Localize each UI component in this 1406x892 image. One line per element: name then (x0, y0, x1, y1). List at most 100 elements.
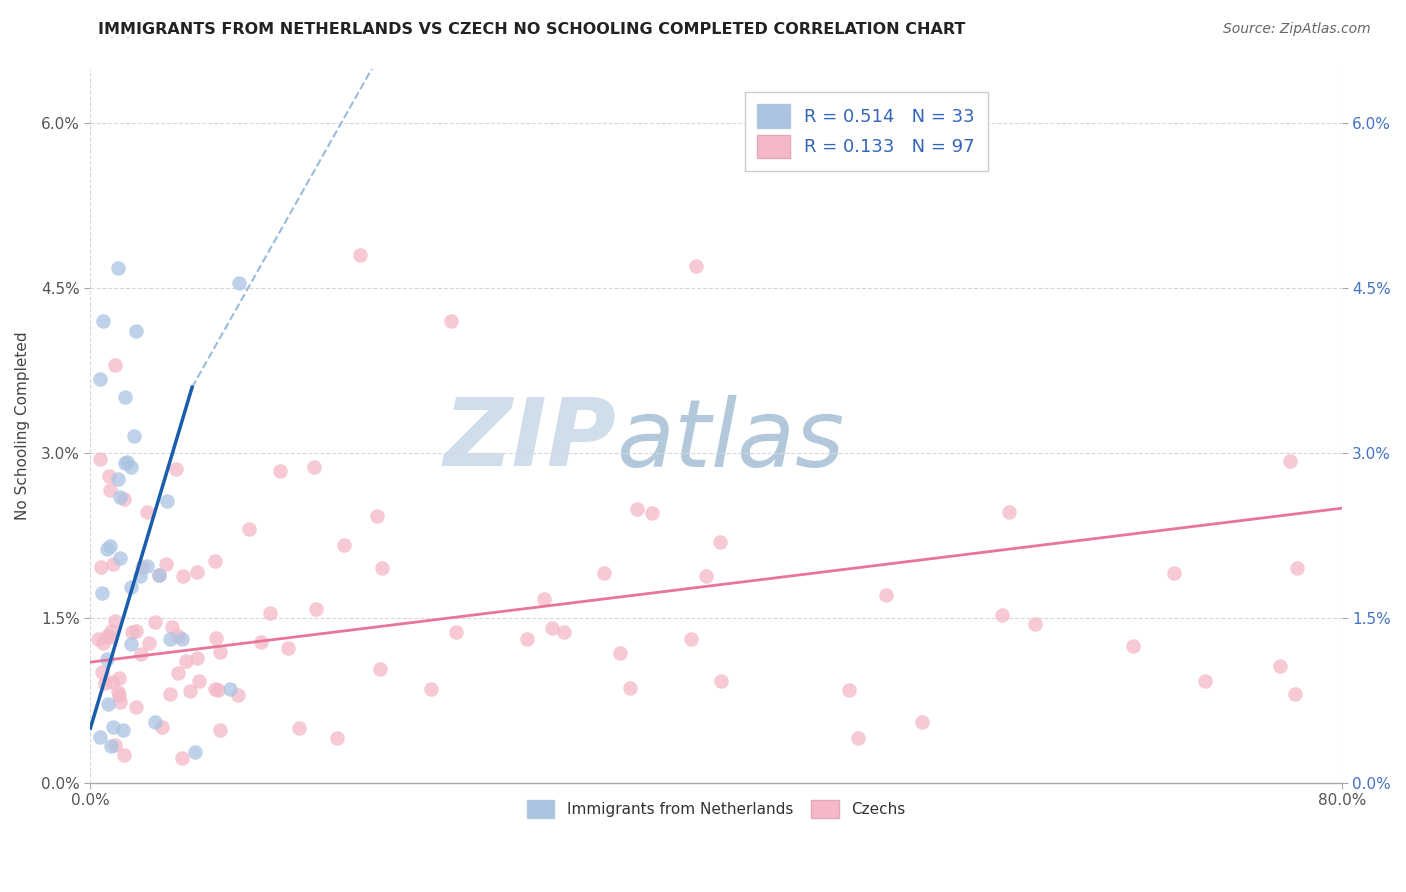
Point (205, 631, 228, 645)
Text: ZIP: ZIP (443, 394, 616, 486)
Point (115, 455, 138, 469)
Point (1285, 560, 1308, 574)
Point (107, 472, 129, 486)
Point (533, 592, 555, 607)
Text: Source: ZipAtlas.com: Source: ZipAtlas.com (1223, 22, 1371, 37)
Point (101, 720, 124, 734)
Point (685, 260, 707, 274)
Point (136, 505, 159, 519)
Point (188, 673, 211, 688)
Point (103, 557, 125, 571)
Point (104, 359, 127, 373)
Point (609, 646, 631, 660)
Point (112, 723, 135, 737)
Point (96, 629, 118, 643)
Point (204, 681, 226, 696)
Point (204, 554, 226, 568)
Point (209, 645, 232, 659)
Point (131, 559, 153, 574)
Point (186, 566, 208, 580)
Point (846, 731, 869, 746)
Point (238, 522, 260, 536)
Point (89, 372, 111, 386)
Point (516, 632, 538, 646)
Point (125, 324, 148, 338)
Text: IMMIGRANTS FROM NETHERLANDS VS CZECH NO SCHOOLING COMPLETED CORRELATION CHART: IMMIGRANTS FROM NETHERLANDS VS CZECH NO … (98, 22, 966, 37)
Point (112, 747, 135, 762)
Point (250, 635, 273, 649)
Point (332, 538, 354, 552)
Point (709, 534, 731, 549)
Point (104, 614, 127, 628)
Point (104, 738, 127, 752)
Point (593, 566, 616, 580)
Point (444, 624, 467, 639)
Point (553, 624, 575, 639)
Point (160, 620, 183, 634)
Point (269, 464, 291, 478)
Point (91, 586, 114, 600)
Point (120, 580, 142, 594)
Point (172, 569, 194, 583)
Point (122, 429, 145, 443)
Point (98, 630, 121, 644)
Point (695, 569, 717, 583)
Point (107, 688, 129, 702)
Point (371, 561, 394, 575)
Y-axis label: No Schooling Completed: No Schooling Completed (15, 332, 30, 520)
Point (305, 602, 328, 616)
Point (325, 731, 347, 745)
Point (107, 684, 129, 698)
Point (167, 630, 190, 644)
Point (219, 681, 242, 696)
Point (110, 490, 132, 504)
Point (125, 624, 148, 638)
Point (148, 568, 170, 582)
Point (100, 739, 122, 754)
Point (172, 751, 194, 765)
Point (184, 745, 207, 759)
Point (226, 688, 249, 702)
Point (159, 632, 181, 646)
Point (1194, 673, 1216, 688)
Point (619, 681, 641, 696)
Point (97, 698, 120, 712)
Point (911, 714, 934, 729)
Point (159, 687, 181, 701)
Point (121, 625, 143, 640)
Point (710, 673, 733, 688)
Point (288, 721, 311, 735)
Point (167, 665, 190, 680)
Point (91, 665, 114, 679)
Point (150, 720, 173, 734)
Point (125, 699, 148, 714)
Point (179, 684, 201, 698)
Point (626, 502, 648, 516)
Point (108, 550, 131, 565)
Point (1122, 639, 1144, 653)
Point (87, 632, 110, 646)
Point (120, 459, 142, 474)
Point (998, 505, 1021, 519)
Point (129, 569, 152, 583)
Point (129, 647, 152, 661)
Point (101, 674, 124, 689)
Point (875, 588, 897, 602)
Point (108, 695, 131, 709)
Point (107, 260, 129, 275)
Point (186, 651, 208, 665)
Point (228, 276, 250, 290)
Point (440, 314, 463, 328)
Point (96, 652, 118, 666)
Point (108, 671, 131, 685)
Point (145, 714, 167, 729)
Point (148, 567, 170, 582)
Point (114, 390, 136, 404)
Point (990, 608, 1012, 623)
Point (156, 494, 179, 508)
Point (98, 540, 121, 554)
Point (419, 681, 441, 696)
Point (112, 491, 135, 506)
Point (155, 557, 177, 571)
Point (838, 683, 860, 698)
